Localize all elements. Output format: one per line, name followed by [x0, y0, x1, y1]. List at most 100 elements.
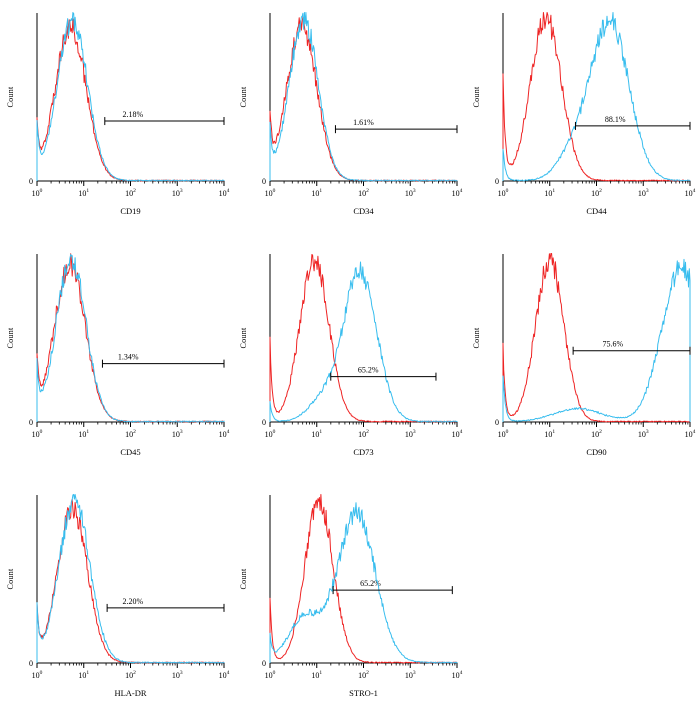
marker-label: CD45 — [120, 447, 140, 457]
histogram-panel-cd19: Count 2.18% CD19 100 101 102 103 104 0 — [3, 2, 231, 230]
x-tick-label: 100 — [264, 670, 275, 680]
x-tick-label: 100 — [497, 188, 508, 198]
y-axis-label: Count — [6, 568, 15, 590]
flow-histogram-cd34: Count 1.61% CD34 100 101 102 103 104 0 — [239, 12, 462, 216]
histogram-curve-red — [502, 12, 690, 182]
histogram-curve-red — [502, 253, 690, 423]
x-tick-label: 104 — [218, 188, 229, 198]
gate-percent-label: 1.61% — [353, 118, 374, 127]
histogram-panel-stro-1: Count 65.2% STRO-1 100 101 102 103 104 0 — [236, 484, 464, 712]
x-tick-label: 103 — [171, 429, 182, 439]
gate-percent-label: 2.18% — [122, 110, 143, 119]
x-tick-label: 102 — [591, 188, 602, 198]
x-tick-label: 103 — [404, 670, 415, 680]
histogram-panel-hla-dr: Count 2.20% HLA-DR 100 101 102 103 104 0 — [3, 484, 231, 712]
histogram-curve-cyan — [269, 261, 457, 423]
marker-label: STRO-1 — [349, 688, 378, 698]
marker-label: CD34 — [353, 206, 374, 216]
gate-percent-label: 88.1% — [604, 115, 625, 124]
plot-area: 100 101 102 103 104 0 — [262, 254, 462, 439]
x-tick-label: 100 — [31, 188, 42, 198]
histogram-curve-red — [36, 18, 224, 182]
x-tick-label: 104 — [451, 188, 462, 198]
x-tick-label: 104 — [218, 429, 229, 439]
y-origin-label: 0 — [262, 418, 266, 427]
x-tick-label: 103 — [171, 670, 182, 680]
histogram-curve-cyan — [269, 12, 457, 182]
flow-histogram-cd44: Count 88.1% CD44 100 101 102 103 104 0 — [472, 12, 695, 216]
flow-histogram-cd90: Count 75.6% CD90 100 101 102 103 104 0 — [472, 253, 695, 457]
histogram-curve-cyan — [36, 494, 224, 664]
x-tick-label: 100 — [31, 670, 42, 680]
x-tick-label: 103 — [171, 188, 182, 198]
x-tick-label: 100 — [31, 429, 42, 439]
marker-label: CD19 — [120, 206, 140, 216]
histogram-panel-cd90: Count 75.6% CD90 100 101 102 103 104 0 — [469, 243, 697, 471]
gate-percent-label: 65.2% — [357, 366, 378, 375]
gate-percent-label: 2.20% — [122, 597, 143, 606]
y-origin-label: 0 — [29, 659, 33, 668]
marker-label: CD90 — [586, 447, 606, 457]
x-tick-label: 102 — [358, 670, 369, 680]
x-tick-label: 101 — [78, 188, 89, 198]
histogram-curve-red — [36, 253, 224, 423]
gate-percent-label: 75.6% — [602, 340, 623, 349]
y-axis-label: Count — [472, 86, 481, 108]
histogram-curve-cyan — [36, 12, 224, 182]
plot-area: 100 101 102 103 104 0 — [495, 12, 695, 198]
x-tick-label: 101 — [544, 429, 555, 439]
x-tick-label: 103 — [637, 429, 648, 439]
marker-label: HLA-DR — [114, 688, 146, 698]
flow-histogram-cd73: Count 65.2% CD73 100 101 102 103 104 0 — [239, 254, 462, 457]
x-tick-label: 101 — [311, 429, 322, 439]
flow-histogram-cd19: Count 2.18% CD19 100 101 102 103 104 0 — [6, 12, 229, 216]
x-tick-label: 102 — [125, 188, 136, 198]
x-tick-label: 101 — [78, 670, 89, 680]
plot-area: 100 101 102 103 104 0 — [29, 12, 229, 198]
x-tick-label: 101 — [311, 670, 322, 680]
x-tick-label: 101 — [78, 429, 89, 439]
marker-label: CD73 — [353, 447, 373, 457]
plot-area: 100 101 102 103 104 0 — [29, 253, 229, 439]
y-origin-label: 0 — [262, 177, 266, 186]
histogram-curve-cyan — [269, 502, 457, 664]
x-tick-label: 102 — [358, 188, 369, 198]
histogram-curve-cyan — [36, 254, 224, 423]
x-tick-label: 104 — [218, 670, 229, 680]
flow-histogram-cd45: Count 1.34% CD45 100 101 102 103 104 0 — [6, 253, 229, 457]
y-origin-label: 0 — [262, 659, 266, 668]
x-tick-label: 104 — [451, 670, 462, 680]
plot-area: 100 101 102 103 104 0 — [262, 494, 462, 680]
x-tick-label: 100 — [497, 429, 508, 439]
plot-area: 100 101 102 103 104 0 — [262, 12, 462, 198]
x-tick-label: 102 — [125, 429, 136, 439]
y-origin-label: 0 — [29, 177, 33, 186]
gate-percent-label: 1.34% — [117, 353, 138, 362]
y-axis-label: Count — [6, 327, 15, 349]
x-tick-label: 104 — [684, 429, 695, 439]
x-tick-label: 103 — [404, 188, 415, 198]
x-tick-label: 102 — [358, 429, 369, 439]
x-tick-label: 101 — [544, 188, 555, 198]
flow-histogram-hla-dr: Count 2.20% HLA-DR 100 101 102 103 104 0 — [6, 494, 229, 698]
x-tick-label: 102 — [125, 670, 136, 680]
y-axis-label: Count — [239, 327, 248, 349]
histogram-panel-cd34: Count 1.61% CD34 100 101 102 103 104 0 — [236, 2, 464, 230]
y-axis-label: Count — [239, 86, 248, 108]
y-axis-label: Count — [239, 568, 248, 590]
x-tick-label: 100 — [264, 429, 275, 439]
gate-percent-label: 65.2% — [360, 579, 381, 588]
y-origin-label: 0 — [495, 418, 499, 427]
histogram-panel-cd44: Count 88.1% CD44 100 101 102 103 104 0 — [469, 2, 697, 230]
x-tick-label: 100 — [264, 188, 275, 198]
histogram-curve-red — [269, 15, 457, 182]
x-tick-label: 104 — [684, 188, 695, 198]
y-origin-label: 0 — [495, 177, 499, 186]
histogram-panel-cd73: Count 65.2% CD73 100 101 102 103 104 0 — [236, 243, 464, 471]
plot-area: 100 101 102 103 104 0 — [29, 494, 229, 680]
y-origin-label: 0 — [29, 418, 33, 427]
y-axis-label: Count — [6, 86, 15, 108]
x-tick-label: 103 — [637, 188, 648, 198]
flow-histogram-stro-1: Count 65.2% STRO-1 100 101 102 103 104 0 — [239, 494, 462, 698]
